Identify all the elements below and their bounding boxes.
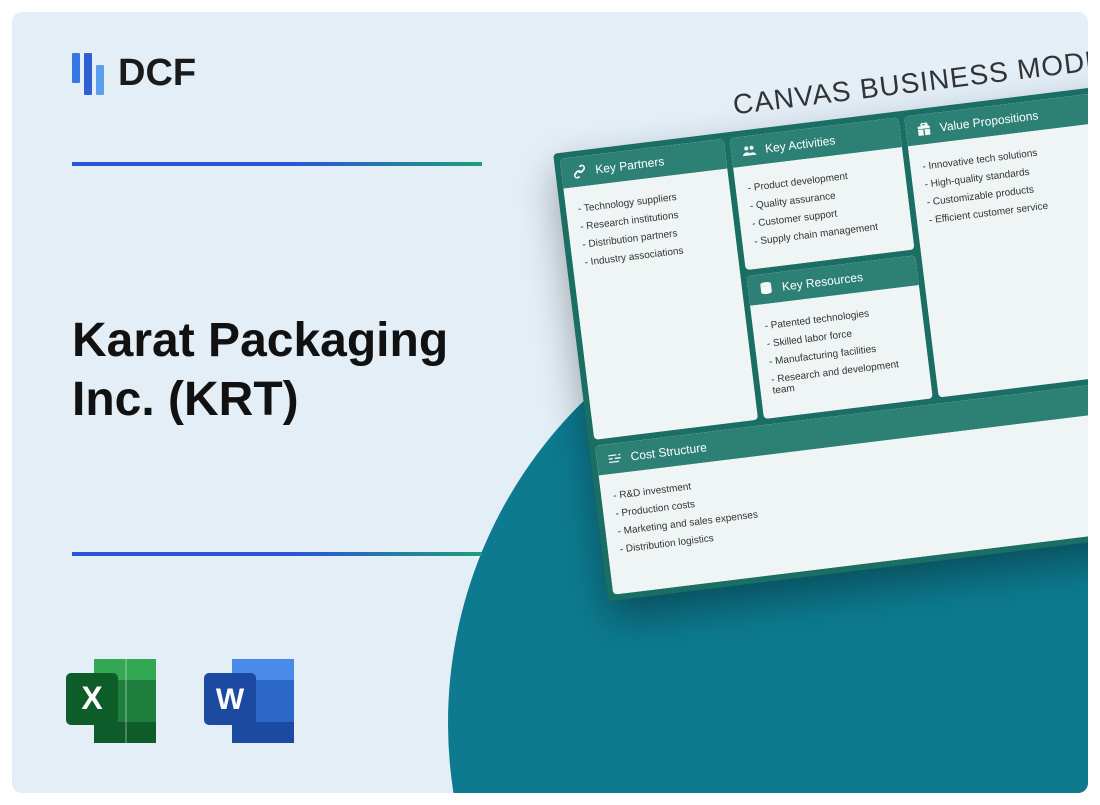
block-label: Key Activities bbox=[764, 133, 836, 156]
gift-icon bbox=[915, 120, 933, 138]
canvas-panel: Key Partners - Technology suppliers - Re… bbox=[553, 61, 1088, 601]
file-type-icons: X W bbox=[62, 651, 300, 751]
block-label: Cost Structure bbox=[630, 440, 708, 463]
divider-bottom bbox=[72, 552, 482, 556]
brand-name: DCF bbox=[118, 52, 196, 95]
block-label: Key Resources bbox=[781, 270, 863, 294]
block-body: - Product development - Quality assuranc… bbox=[733, 147, 914, 270]
link-icon bbox=[571, 163, 589, 181]
block-body: - Technology suppliers - Research instit… bbox=[563, 169, 755, 417]
block-key-partners: Key Partners - Technology suppliers - Re… bbox=[560, 139, 758, 440]
svg-text:X: X bbox=[81, 680, 103, 716]
block-body: - Innovative tech solutions - High-quali… bbox=[908, 123, 1088, 374]
logo-bars-icon bbox=[72, 53, 108, 95]
block-body: - Patented technologies - Skilled labor … bbox=[750, 285, 933, 419]
block-key-resources: Key Resources - Patented technologies - … bbox=[746, 255, 932, 419]
word-icon: W bbox=[200, 651, 300, 751]
canvas-mockup: CANVAS BUSINESS MODEL Key Partners - Tec… bbox=[548, 19, 1088, 601]
divider-top bbox=[72, 162, 482, 166]
excel-icon: X bbox=[62, 651, 162, 751]
block-label: Key Partners bbox=[595, 154, 666, 176]
block-label: Value Propositions bbox=[939, 108, 1039, 134]
brand-logo: DCF bbox=[72, 52, 196, 95]
page-title: Karat Packaging Inc. (KRT) bbox=[72, 312, 512, 429]
database-icon bbox=[757, 280, 775, 298]
users-icon bbox=[740, 142, 758, 160]
sliders-icon bbox=[606, 450, 624, 468]
block-key-activities: Key Activities - Product development - Q… bbox=[730, 117, 915, 270]
svg-text:W: W bbox=[216, 683, 245, 716]
promo-card: DCF Karat Packaging Inc. (KRT) X W CANVA… bbox=[12, 12, 1088, 793]
block-value-propositions: Value Propositions - Innovative tech sol… bbox=[904, 93, 1088, 397]
